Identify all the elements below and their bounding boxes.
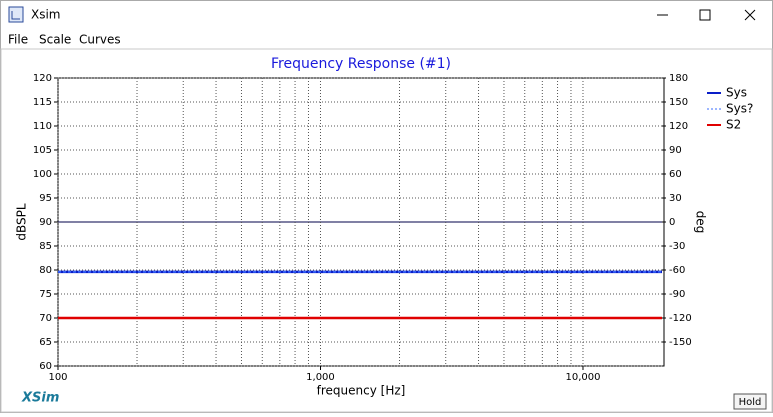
- y2-tick-label: 120: [669, 121, 688, 132]
- y-tick-label: 110: [33, 121, 52, 132]
- chart-panel: [0, 48, 773, 413]
- y-tick-label: 105: [33, 145, 52, 156]
- chart-title: Frequency Response (#1): [271, 56, 451, 72]
- hold-button-label[interactable]: Hold: [739, 397, 762, 408]
- legend-label: Sys?: [726, 102, 753, 116]
- maximize-button[interactable]: [699, 9, 711, 21]
- y-tick-label: 100: [33, 169, 52, 180]
- y2-tick-label: 30: [669, 193, 682, 204]
- y-axis-label: dBSPL: [15, 203, 29, 240]
- close-button[interactable]: [744, 9, 756, 21]
- menu-item[interactable]: File: [8, 33, 28, 47]
- y-tick-label: 75: [39, 289, 52, 300]
- y2-tick-label: 180: [669, 73, 688, 84]
- y2-tick-label: 150: [669, 97, 688, 108]
- y-tick-label: 85: [39, 241, 52, 252]
- y-tick-label: 60: [39, 361, 52, 372]
- x-tick-label: 10,000: [565, 372, 600, 383]
- y2-axis-label: deg: [694, 211, 708, 234]
- y2-tick-label: -120: [669, 313, 692, 324]
- legend-label: Sys: [726, 86, 747, 100]
- legend-label: S2: [726, 118, 741, 132]
- y2-tick-label: 0: [669, 217, 675, 228]
- menu-item[interactable]: Scale: [39, 33, 71, 47]
- y-tick-label: 115: [33, 97, 52, 108]
- y2-tick-label: -150: [669, 337, 692, 348]
- y-tick-label: 90: [39, 217, 52, 228]
- y-tick-label: 95: [39, 193, 52, 204]
- window-title: Xsim: [31, 8, 61, 22]
- app-icon-glyph: [11, 11, 20, 20]
- y2-tick-label: -60: [669, 265, 685, 276]
- y2-tick-label: 90: [669, 145, 682, 156]
- x-axis-label: frequency [Hz]: [317, 384, 406, 398]
- x-tick-label: 100: [48, 372, 67, 383]
- y-tick-label: 70: [39, 313, 52, 324]
- y-tick-label: 80: [39, 265, 52, 276]
- menu-item[interactable]: Curves: [79, 33, 121, 47]
- y-tick-label: 120: [33, 73, 52, 84]
- x-tick-label: 1,000: [306, 372, 335, 383]
- brand: XSim: [21, 391, 59, 406]
- y2-tick-label: 60: [669, 169, 682, 180]
- app-icon: [8, 6, 24, 23]
- y-tick-label: 65: [39, 337, 52, 348]
- y2-tick-label: -90: [669, 289, 685, 300]
- hold-button[interactable]: [733, 393, 767, 410]
- y2-tick-label: -30: [669, 241, 685, 252]
